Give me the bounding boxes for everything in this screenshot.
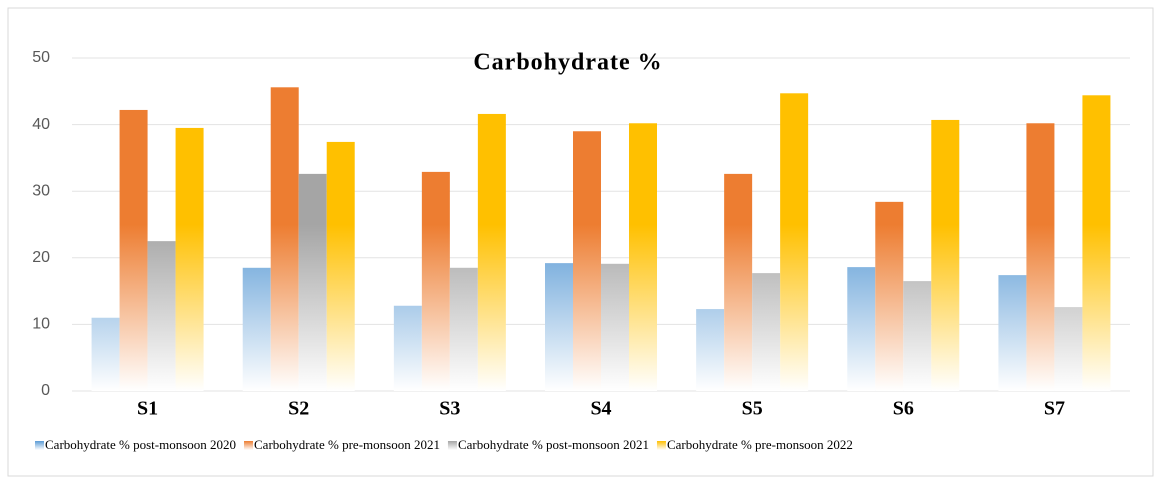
x-tick-label: S6 (893, 398, 914, 420)
bar (629, 123, 657, 391)
bar (696, 309, 725, 391)
bar (175, 127, 204, 392)
bar (931, 119, 960, 392)
bar (393, 305, 422, 391)
bar (1054, 307, 1083, 391)
bar (998, 275, 1027, 391)
bar (421, 171, 450, 391)
bar (780, 93, 809, 391)
legend-label: Carbohydrate % pre-monsoon 2022 (667, 437, 853, 452)
y-tick-label: 40 (32, 116, 50, 133)
bar (270, 87, 299, 391)
legend-swatch (656, 441, 666, 450)
y-tick-label: 10 (32, 316, 50, 333)
bar (752, 273, 781, 391)
bar (724, 173, 753, 391)
legend-label: Carbohydrate % pre-monsoon 2021 (254, 437, 440, 452)
bar (147, 241, 176, 391)
x-tick-label: S2 (288, 398, 309, 420)
bar (91, 317, 120, 391)
bar (1082, 95, 1111, 392)
bar (601, 263, 629, 391)
bar (875, 201, 904, 391)
x-tick-label: S7 (1044, 398, 1065, 420)
bar (1026, 123, 1055, 391)
chart-title: Carbohydrate % (473, 50, 662, 76)
bar (847, 267, 876, 391)
y-tick-label: 20 (32, 249, 50, 266)
y-tick-label: 50 (32, 49, 50, 66)
legend-label: Carbohydrate % post-monsoon 2020 (45, 437, 236, 452)
y-tick-label: 0 (41, 382, 50, 399)
bar (449, 267, 478, 391)
bar (119, 109, 148, 391)
bar (298, 173, 327, 391)
x-tick-label: S3 (439, 398, 460, 420)
bar (326, 141, 355, 391)
y-tick-label: 30 (32, 182, 50, 199)
bar (477, 113, 506, 391)
bar (903, 281, 932, 391)
bar (545, 263, 573, 391)
legend-label: Carbohydrate % post-monsoon 2021 (458, 437, 649, 452)
legend-swatch (35, 441, 44, 450)
x-tick-label: S5 (742, 398, 763, 420)
x-tick-label: S4 (590, 398, 611, 420)
legend-swatch (447, 441, 457, 450)
x-tick-label: S1 (137, 398, 158, 420)
legend-swatch (244, 441, 254, 450)
bar (242, 267, 271, 391)
bar (573, 131, 601, 391)
